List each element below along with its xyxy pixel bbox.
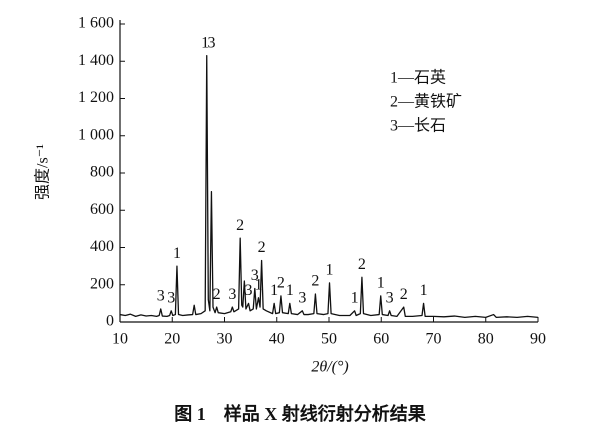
y-tick-label: 1 600 [78,15,114,32]
peak-label: 3 [207,34,215,51]
peak-label: 3 [157,288,165,305]
x-tick-label: 10 [112,331,128,348]
peak-label: 1 [173,245,181,262]
x-tick-label: 30 [217,331,233,348]
caption: 图 1 样品 X 射线衍射分析结果 [174,403,426,424]
x-tick-label: 60 [373,331,389,348]
peak-label: 2 [277,275,285,292]
legend-entry: 2—黄铁矿 [390,93,462,111]
peak-label: 1 [201,34,209,51]
peak-label: 1 [420,282,428,299]
x-axis-label: 2θ/(°) [311,359,348,376]
y-tick-label: 800 [90,164,114,181]
x-tick-label: 20 [164,331,180,348]
peak-label: 2 [358,256,366,273]
peak-label: 3 [298,289,306,306]
legend-entry: 3—长石 [390,117,446,135]
peak-label: 1 [254,276,262,293]
x-tick-label: 40 [269,331,285,348]
peak-label: 2 [258,239,266,256]
y-tick-label: 0 [106,313,114,330]
peak-label: 3 [228,286,236,303]
legend-entry: 1—石英 [390,69,446,87]
peak-label: 3 [245,282,253,299]
x-tick-label: 50 [321,331,337,348]
y-tick-label: 1 200 [78,89,114,106]
peak-label: 2 [400,286,408,303]
peak-label: 1 [270,282,278,299]
peak-label: 1 [351,289,359,306]
xrd-line [119,55,539,318]
peak-label: 1 [326,262,334,279]
peak-label: 3 [386,289,394,306]
x-tick-label: 90 [530,331,546,348]
y-tick-label: 200 [90,275,114,292]
y-tick-label: 1 400 [78,52,114,69]
peak-label: 2 [311,273,319,290]
peak-label: 3 [167,289,175,306]
peak-label: 2 [213,286,221,303]
x-tick-label: 80 [478,331,494,348]
peak-label: 3 [251,267,259,284]
y-tick-label: 400 [90,238,114,255]
peak-label: 2 [236,217,244,234]
y-tick-label: 600 [90,201,114,218]
y-axis-label: 强度/s⁻¹ [34,144,52,200]
peak-label: 1 [286,282,294,299]
x-tick-label: 70 [426,331,442,348]
y-tick-label: 1 000 [78,126,114,143]
peak-label: 1 [377,275,385,292]
